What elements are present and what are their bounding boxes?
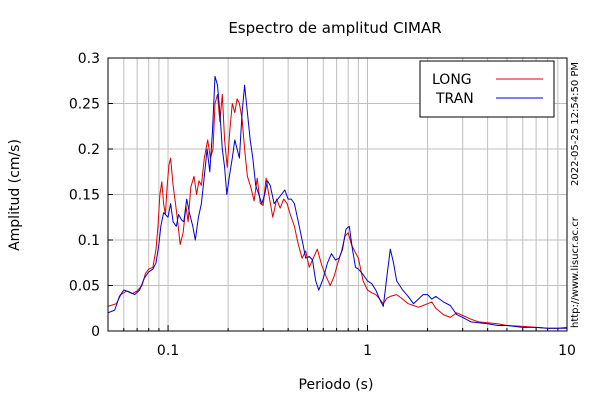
x-tick-label: 10 — [558, 343, 576, 359]
legend: LONG TRAN — [419, 60, 555, 118]
y-tick-label: 0.3 — [78, 51, 100, 67]
y-tick-label: 0.15 — [69, 188, 100, 204]
timestamp-text: 2022-05-25 12:54:50 PM — [570, 62, 581, 186]
chart-ticks: 0 0.05 0.1 0.15 0.2 0.25 0.3 0.1 1 10 — [69, 51, 576, 359]
chart-series — [107, 75, 568, 329]
x-tick-label: 0.1 — [157, 343, 179, 359]
series-line-tran — [107, 75, 567, 329]
legend-label-tran: TRAN — [435, 91, 474, 107]
legend-box — [419, 60, 555, 118]
website-url: http://www.lisucr.ac.cr — [570, 216, 581, 328]
y-axis-label: Amplitud (cm/s) — [7, 139, 23, 251]
series-line-long — [107, 93, 568, 329]
y-tick-label: 0.25 — [69, 97, 100, 113]
x-axis-label: Periodo (s) — [299, 377, 374, 393]
x-tick-label: 1 — [363, 343, 372, 359]
chart-title: Espectro de amplitud CIMAR — [228, 19, 441, 37]
y-tick-label: 0.2 — [78, 142, 100, 158]
plot-frame — [107, 57, 568, 332]
chart-grid — [108, 58, 567, 331]
legend-label-long: LONG — [432, 72, 472, 88]
y-tick-label: 0.05 — [69, 279, 100, 295]
y-tick-label: 0 — [91, 324, 100, 340]
y-tick-label: 0.1 — [78, 233, 100, 249]
